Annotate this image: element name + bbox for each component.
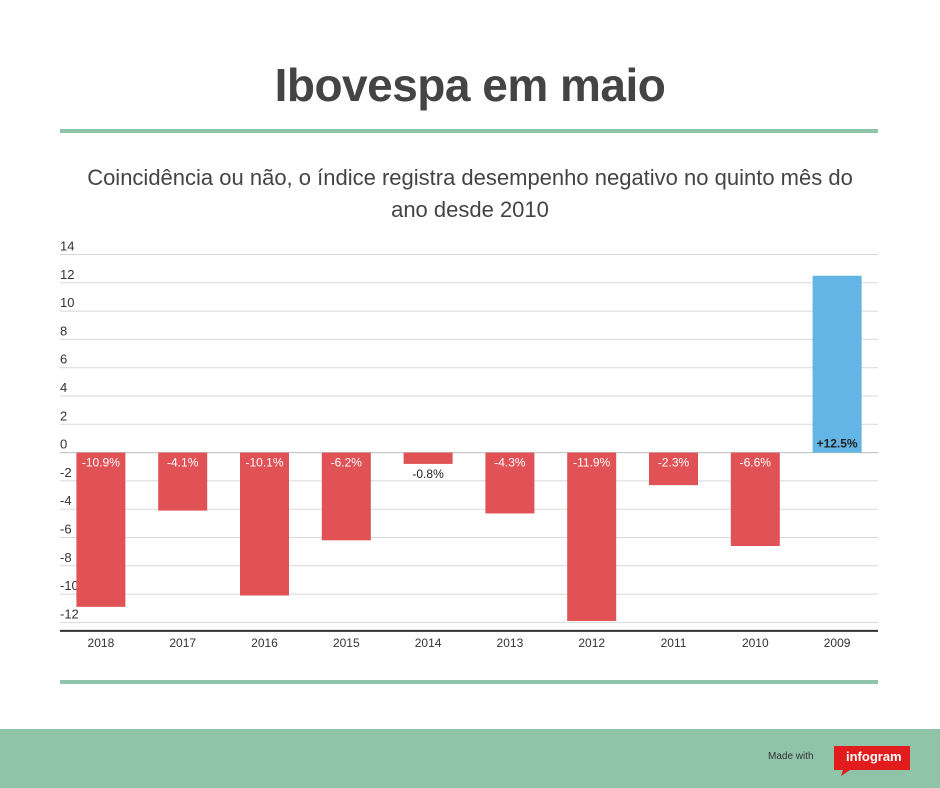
y-tick-label: -6 <box>60 522 72 537</box>
infogram-logo-text: infogram <box>846 749 902 764</box>
infogram-flag-icon <box>834 746 910 776</box>
data-label: -10.9% <box>82 456 120 470</box>
x-tick-label: 2015 <box>333 636 360 650</box>
data-label: -0.8% <box>412 467 444 481</box>
bar <box>158 452 208 511</box>
y-tick-label: 0 <box>60 437 67 452</box>
bar-chart: 14 12 10 8 6 4 2 0 -2 -4 -6 -8 -10 -12 -10.9% -4.1% -10.… <box>60 239 878 650</box>
infogram-logo-link[interactable]: infogram <box>834 746 910 776</box>
bar <box>567 452 617 621</box>
x-tick-label: 2009 <box>824 636 851 650</box>
y-tick-label: 12 <box>60 267 74 282</box>
data-label: -10.1% <box>245 456 283 470</box>
y-tick-label: -2 <box>60 465 72 480</box>
y-tick-label: 2 <box>60 408 67 423</box>
x-tick-label: 2017 <box>169 636 196 650</box>
y-tick-label: 14 <box>60 239 74 254</box>
y-tick-label: -10 <box>60 578 79 593</box>
bar <box>649 452 698 486</box>
x-tick-label: 2018 <box>88 636 115 650</box>
top-divider <box>60 129 878 133</box>
page-title: Ibovespa em maio <box>274 59 666 111</box>
data-label: +12.5% <box>817 437 858 451</box>
x-tick-label: 2016 <box>251 636 278 650</box>
data-label: -11.9% <box>573 456 610 470</box>
footer-bar: Made with infogram <box>0 729 940 788</box>
y-tick-label: 4 <box>60 380 67 395</box>
made-with-text: Made with <box>768 751 814 762</box>
bar <box>240 452 289 596</box>
chart-subtitle: Coincidência ou não, o índice registra d… <box>87 165 853 222</box>
y-tick-label: -12 <box>60 606 79 621</box>
data-label: -2.3% <box>658 456 690 470</box>
x-tick-label: 2012 <box>578 636 605 650</box>
data-label: -4.1% <box>167 456 199 470</box>
data-label: -6.6% <box>740 456 772 470</box>
y-tick-label: 8 <box>60 323 67 338</box>
x-tick-label: 2013 <box>497 636 524 650</box>
bar <box>76 452 126 607</box>
data-label: -4.3% <box>494 456 526 470</box>
bar <box>812 275 862 453</box>
bar <box>403 452 453 464</box>
y-tick-label: 10 <box>60 295 74 310</box>
bar <box>485 452 535 514</box>
x-tick-label: 2011 <box>661 636 687 650</box>
y-tick-label: -8 <box>60 550 72 565</box>
x-tick-label: 2010 <box>742 636 769 650</box>
bottom-divider <box>60 680 878 684</box>
y-tick-label: 6 <box>60 352 67 367</box>
bar <box>730 452 780 546</box>
y-tick-label: -4 <box>60 493 72 508</box>
data-label: -6.2% <box>331 456 363 470</box>
x-tick-label: 2014 <box>415 636 442 650</box>
bar <box>321 452 371 541</box>
